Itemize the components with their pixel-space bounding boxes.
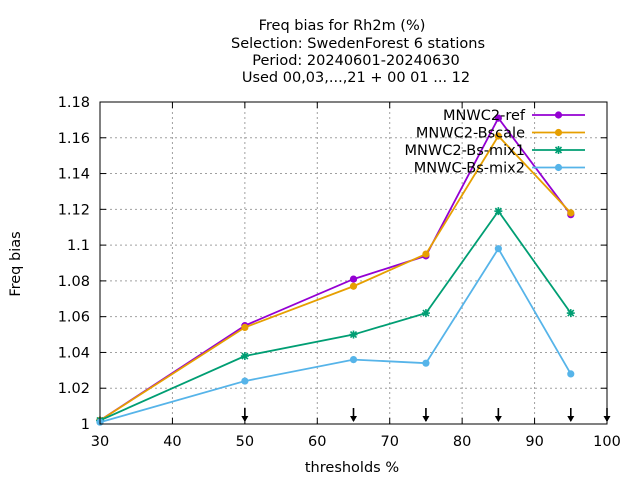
x-axis-label: thresholds % xyxy=(305,460,399,476)
data-point xyxy=(241,377,249,385)
data-point xyxy=(422,250,430,258)
y-axis-label: Freq bias xyxy=(8,231,24,296)
series-line xyxy=(99,209,572,422)
series-line xyxy=(99,134,572,422)
title-line-3: Period: 20240601-20240630 xyxy=(252,53,460,69)
y-tick-label: 1.04 xyxy=(58,345,90,361)
legend-label: MNWC2-Bs-mix1 xyxy=(405,143,525,159)
x-tick-label: 90 xyxy=(525,434,543,450)
data-point xyxy=(241,323,249,331)
x-tick-label: 100 xyxy=(593,434,621,450)
legend-marker xyxy=(554,128,563,137)
data-point xyxy=(494,245,502,253)
y-tick-label: 1 xyxy=(81,417,90,433)
y-tick-label: 1.02 xyxy=(58,381,90,397)
legend-marker xyxy=(554,111,563,119)
legend-entry: MNWC2-Bscale xyxy=(416,126,585,142)
series-line xyxy=(99,246,572,424)
legend-label: MNWC2-ref xyxy=(443,108,526,124)
title-line-1: Freq bias for Rh2m (%) xyxy=(259,18,426,34)
data-point xyxy=(567,209,575,217)
series-3 xyxy=(96,245,575,426)
data-point xyxy=(349,330,358,339)
x-tick-label: 80 xyxy=(453,434,471,450)
legend-entry: MNWC2-ref xyxy=(443,108,585,124)
threshold-arrow xyxy=(422,408,430,422)
y-tick-label: 1.12 xyxy=(58,202,90,218)
legend-entry: MNWC-Bs-mix2 xyxy=(414,161,585,177)
data-point xyxy=(566,309,575,318)
threshold-arrow xyxy=(567,408,575,422)
data-point xyxy=(567,370,575,378)
grid xyxy=(100,102,607,424)
legend-marker xyxy=(554,146,563,154)
data-point xyxy=(349,282,358,290)
x-tick-label: 40 xyxy=(163,434,181,450)
data-point xyxy=(494,207,503,216)
title-line-4: Used 00,03,...,21 + 00 01 ... 12 xyxy=(242,70,470,86)
data-point xyxy=(494,132,502,140)
threshold-arrows xyxy=(241,408,611,422)
y-tick-label: 1.06 xyxy=(58,310,90,326)
y-tick-label: 1.08 xyxy=(58,274,90,290)
plot-frame xyxy=(99,101,608,425)
y-tick-label: 1.1 xyxy=(67,238,90,254)
y-tick-label: 1.16 xyxy=(58,131,90,147)
series-2 xyxy=(96,207,575,425)
legend-label: MNWC2-Bscale xyxy=(416,126,525,142)
threshold-arrow xyxy=(494,408,502,422)
x-tick-label: 30 xyxy=(91,434,109,450)
legend-entry: MNWC2-Bs-mix1 xyxy=(405,143,585,159)
series-group xyxy=(96,114,575,426)
data-point xyxy=(349,356,358,364)
title-line-2: Selection: SwedenForest 6 stations xyxy=(231,36,485,52)
x-axis-ticks: 30 40 50 60 70 80 90 100 xyxy=(91,102,621,450)
data-point xyxy=(421,309,430,318)
threshold-arrow xyxy=(350,408,357,422)
y-tick-label: 1.18 xyxy=(58,95,90,111)
legend-marker xyxy=(554,163,563,172)
x-tick-label: 60 xyxy=(308,434,326,450)
series-line xyxy=(99,116,572,422)
data-point xyxy=(349,275,358,283)
data-point xyxy=(494,114,502,122)
chart-title: Freq bias for Rh2m (%) Selection: Sweden… xyxy=(231,18,485,86)
data-point xyxy=(422,359,430,367)
x-tick-label: 50 xyxy=(236,434,254,450)
y-tick-label: 1.14 xyxy=(58,167,90,183)
data-point xyxy=(240,352,249,361)
legend-label: MNWC-Bs-mix2 xyxy=(414,161,525,177)
x-tick-label: 70 xyxy=(380,434,398,450)
y-axis-ticks: 1 1.02 1.04 1.06 1.08 1.1 1.12 1.14 1.16 1.18 xyxy=(58,95,607,433)
